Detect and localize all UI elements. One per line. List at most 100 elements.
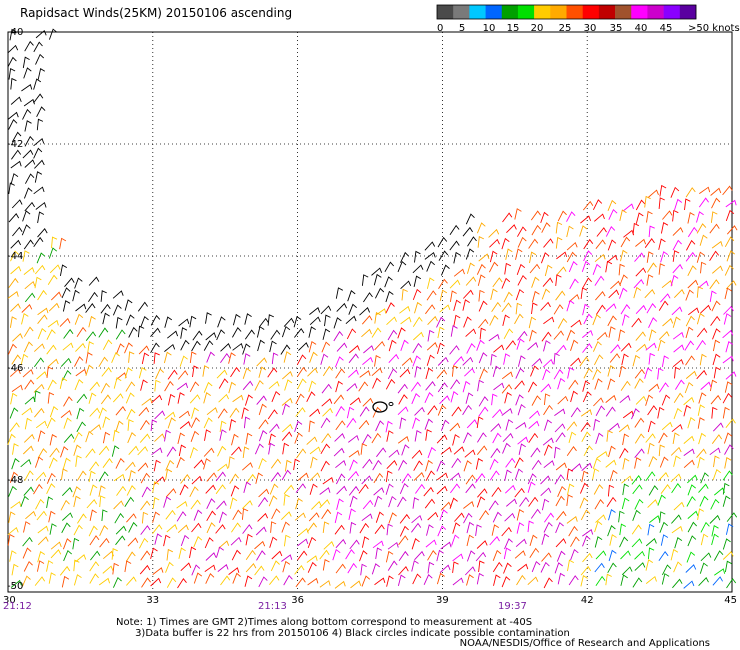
wind-barb [7, 526, 19, 536]
wind-barb [554, 408, 566, 416]
wind-barb [153, 352, 160, 364]
wind-barb [618, 510, 625, 523]
wind-barb [349, 521, 357, 534]
wind-barb [387, 541, 399, 550]
latitude-label: -46 [7, 363, 23, 374]
wind-barb [566, 241, 578, 251]
wind-barb [177, 392, 185, 404]
wind-barb [205, 484, 216, 494]
wind-barb [63, 433, 75, 443]
wind-barb [440, 264, 450, 276]
wind-barb [580, 215, 592, 224]
wind-barb [75, 455, 82, 467]
wind-barb [607, 199, 617, 211]
wind-barb [359, 370, 371, 378]
wind-barb [726, 250, 735, 262]
wind-barb [215, 484, 226, 495]
wind-barb [333, 317, 342, 329]
wind-barb [100, 382, 110, 394]
wind-barb [229, 407, 240, 418]
wind-barb [543, 316, 555, 325]
wind-barb [567, 559, 575, 572]
wind-barb [646, 251, 654, 263]
wind-barb [491, 393, 498, 406]
wind-barb [592, 468, 600, 480]
wind-barb [696, 223, 707, 234]
wind-barb [115, 406, 126, 416]
wind-barb [648, 189, 659, 198]
wind-barb [648, 383, 660, 392]
wind-barb [232, 509, 242, 521]
wind-barb [192, 330, 203, 341]
wind-barb [504, 538, 513, 550]
wind-barb [436, 342, 445, 355]
wind-barb [34, 390, 41, 402]
wind-barb [64, 277, 75, 287]
wind-barb [608, 445, 616, 458]
wind-barb [375, 420, 385, 432]
wind-barb [137, 446, 148, 456]
wind-barb [501, 277, 511, 289]
wind-barb [437, 382, 448, 393]
wind-barb [622, 433, 630, 446]
wind-barb [89, 381, 100, 391]
wind-barb [7, 433, 16, 445]
wind-barb [401, 473, 412, 484]
wind-barb [436, 472, 448, 481]
wind-barb [672, 358, 684, 368]
wind-barb [361, 536, 370, 548]
wind-barb [592, 314, 601, 326]
wind-barb [531, 395, 542, 406]
wind-barb [452, 522, 461, 534]
wind-barb [414, 430, 422, 442]
wind-barb [438, 278, 448, 290]
wind-barb [270, 521, 277, 533]
wind-barb [152, 524, 163, 534]
wind-barb [126, 408, 136, 420]
wind-barb [594, 253, 606, 263]
wind-barb [35, 201, 47, 210]
wind-barb [712, 468, 722, 481]
wind-barb [23, 433, 35, 443]
wind-barb [488, 333, 500, 342]
wind-barb [72, 537, 80, 550]
wind-barb [635, 199, 646, 211]
wind-barb [449, 345, 460, 355]
wind-barb [388, 495, 397, 508]
wind-barb [334, 524, 345, 535]
latitude-labels: -40-42-44-46-48-50 [7, 27, 23, 592]
wind-barb [23, 521, 31, 533]
wind-barb [501, 408, 513, 416]
wind-barb [649, 515, 661, 523]
wind-barb [671, 423, 683, 433]
wind-barb [662, 318, 674, 327]
wind-barb [306, 555, 318, 563]
wind-barb [397, 435, 410, 444]
wind-barb [674, 198, 683, 211]
wind-barb [347, 290, 356, 302]
wind-barb [700, 261, 707, 274]
wind-barb [140, 315, 149, 328]
wind-barb [23, 560, 33, 572]
wind-barb [425, 459, 433, 472]
wind-barb [140, 500, 151, 511]
wind-barb [634, 498, 644, 510]
wind-barb [439, 304, 451, 313]
wind-barb [647, 547, 655, 560]
wind-barb [489, 536, 500, 546]
wind-barb [98, 445, 110, 456]
wind-barb [154, 533, 162, 545]
wind-barb [685, 326, 694, 339]
wind-barb [489, 250, 498, 263]
wind-barb [20, 458, 32, 468]
wind-barb [191, 564, 201, 576]
wind-barb [645, 575, 657, 584]
wind-barb [322, 407, 333, 417]
wind-barb [23, 67, 32, 79]
wind-barb [673, 455, 681, 467]
wind-barb [335, 538, 347, 549]
wind-barb [412, 342, 423, 354]
wind-barb [675, 379, 685, 390]
wind-barb [319, 487, 331, 495]
wind-barb [309, 316, 321, 326]
